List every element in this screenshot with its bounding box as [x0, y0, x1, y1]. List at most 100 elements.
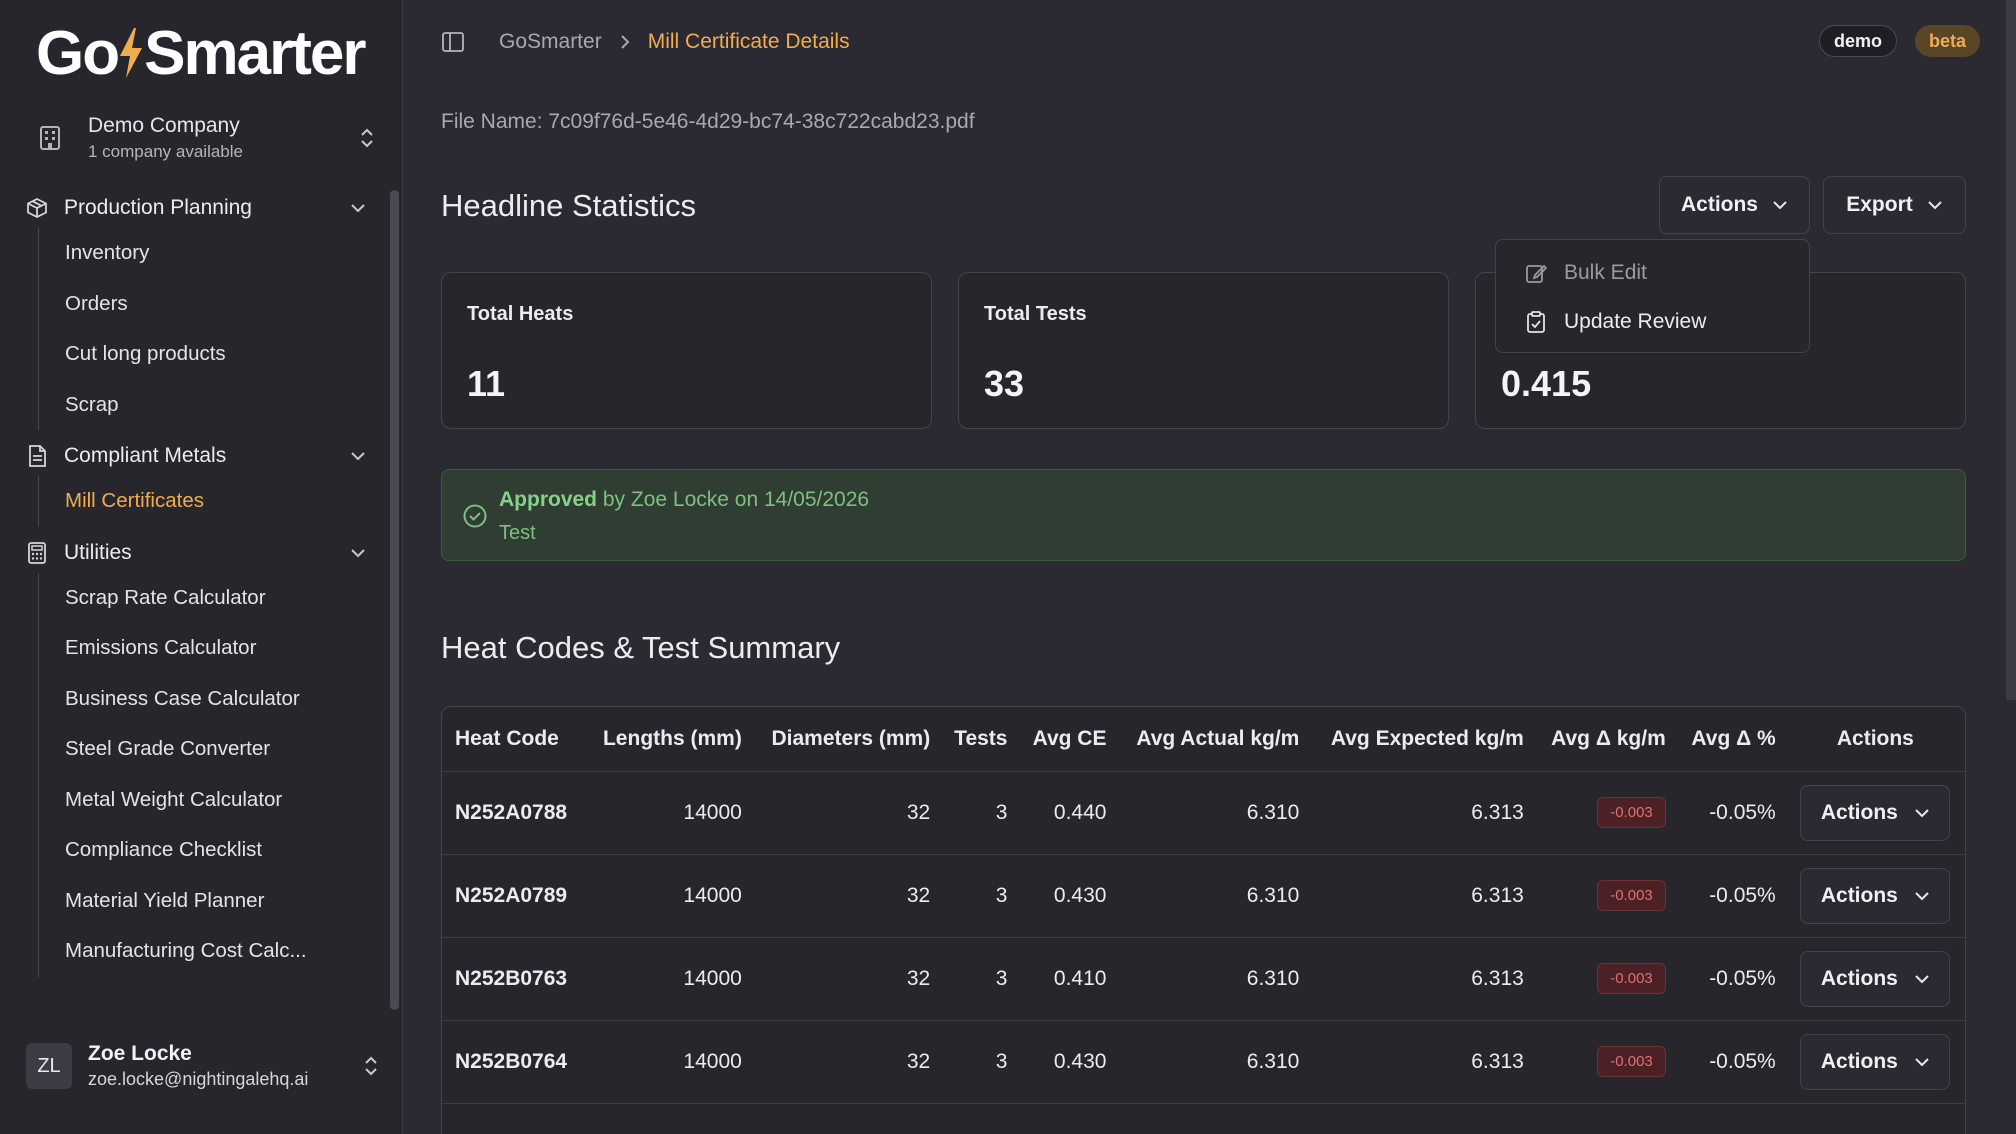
chevron-down-icon [1915, 808, 1929, 817]
breadcrumb-current: Mill Certificate Details [647, 30, 850, 53]
col-avg-ce: Avg CE [1017, 707, 1117, 772]
lightning-bolt-icon [120, 28, 143, 78]
actions-button[interactable]: Actions [1659, 176, 1810, 234]
sidebar-item-cut-long-products[interactable]: Cut long products [65, 342, 226, 366]
top-bar: GoSmarter Mill Certificate Details demo … [403, 0, 2016, 84]
menu-item-label: Bulk Edit [1564, 260, 1647, 284]
cell-diameter: 32 [751, 937, 941, 1021]
demo-badge: demo [1818, 25, 1897, 57]
sidebar-item-steel-grade-converter[interactable]: Steel Grade Converter [65, 737, 271, 761]
cell-ce: 0.430 [1017, 854, 1117, 938]
subnav-utilities: Scrap Rate Calculator Emissions Calculat… [38, 572, 378, 977]
col-heat-code: Heat Code [442, 707, 585, 772]
cell-heat-code: N252B0763 [442, 937, 585, 1021]
approval-note: Test [499, 522, 536, 544]
sidebar-scrollbar[interactable] [390, 190, 399, 1010]
stat-label: Total Heats [467, 303, 574, 325]
nav-group-label: Production Planning [64, 196, 252, 219]
cell-actions: Actions [1785, 854, 1965, 938]
sidebar-item-emissions-calculator[interactable]: Emissions Calculator [65, 636, 257, 660]
cell-diameter: 32 [751, 1020, 941, 1104]
cell-delta: -0.003 [1533, 771, 1676, 855]
col-lengths: Lengths (mm) [584, 707, 752, 772]
gosmarter-logo[interactable]: Go Smarter [36, 18, 366, 88]
document-icon [22, 444, 52, 468]
menu-item-update-review[interactable]: Update Review [1504, 297, 1801, 346]
sidebar-item-mill-certificates[interactable]: Mill Certificates [65, 489, 204, 513]
col-avg-delta-kgm: Avg Δ kg/m [1533, 707, 1676, 772]
company-switcher[interactable]: Demo Company 1 company available [22, 106, 382, 170]
nav-group-production-planning: Production Planning Inventory Orders Cut… [22, 188, 378, 430]
logo-text-smarter: Smarter [144, 18, 366, 88]
cell-pct: -0.05% [1675, 937, 1786, 1021]
nav-group-head-utilities[interactable]: Utilities [22, 533, 378, 573]
breadcrumb-root[interactable]: GoSmarter [499, 30, 602, 53]
beta-badge: beta [1914, 25, 1980, 57]
approval-detail: by Zoe Locke on 14/05/2026 [602, 488, 870, 511]
export-button[interactable]: Export [1823, 176, 1966, 234]
row-actions-label: Actions [1820, 800, 1898, 824]
company-count: 1 company available [88, 142, 243, 161]
headline-statistics-title: Headline Statistics [441, 188, 697, 223]
row-actions-label: Actions [1820, 883, 1898, 907]
table-row: N252A0789 14000 32 3 0.430 6.310 6.313 -… [442, 854, 1965, 938]
row-actions-button[interactable]: Actions [1800, 950, 1951, 1007]
sidebar-item-compliance-checklist[interactable]: Compliance Checklist [65, 838, 263, 862]
building-icon [22, 125, 78, 151]
menu-item-label: Update Review [1564, 309, 1707, 333]
cell-ce: 0.440 [1017, 771, 1117, 855]
delta-badge: -0.003 [1597, 1046, 1666, 1077]
actions-dropdown-menu: Bulk Edit Update Review [1495, 239, 1810, 353]
col-avg-expected: Avg Expected kg/m [1309, 707, 1534, 772]
cell-length: 14000 [584, 771, 752, 855]
export-button-label: Export [1846, 193, 1913, 216]
chevrons-up-down-icon[interactable] [352, 127, 382, 149]
sidebar-toggle-icon[interactable] [437, 31, 469, 53]
chevron-down-icon [338, 203, 378, 213]
cell-actions: Actions [1785, 1020, 1965, 1104]
sidebar-item-business-case-calculator[interactable]: Business Case Calculator [65, 686, 300, 710]
sidebar-item-metal-weight-calculator[interactable]: Metal Weight Calculator [65, 787, 283, 811]
cell-heat-code: N252B0764 [442, 1020, 585, 1104]
heat-codes-summary-title: Heat Codes & Test Summary [441, 630, 841, 665]
col-tests: Tests [940, 707, 1018, 772]
chevrons-up-down-icon[interactable] [356, 1055, 386, 1077]
cell-pct: -0.05% [1675, 771, 1786, 855]
table-header-row: Heat Code Lengths (mm) Diameters (mm) Te… [442, 707, 1965, 772]
cell-tests: 3 [940, 1020, 1018, 1104]
cell-heat-code: N252A0789 [442, 854, 585, 938]
subnav-compliant-metals: Mill Certificates [38, 476, 378, 527]
avatar: ZL [26, 1043, 72, 1089]
chevron-right-icon [620, 34, 630, 50]
sidebar-item-material-yield-planner[interactable]: Material Yield Planner [65, 888, 265, 912]
user-email: zoe.locke@nightingalehq.ai [88, 1069, 309, 1089]
user-menu[interactable]: ZL Zoe Locke zoe.locke@nightingalehq.ai [26, 1036, 386, 1096]
env-badges: demo beta [1818, 25, 1980, 57]
col-diameters: Diameters (mm) [751, 707, 941, 772]
sidebar-item-inventory[interactable]: Inventory [65, 241, 150, 265]
cell-expected: 6.313 [1309, 771, 1534, 855]
menu-item-bulk-edit[interactable]: Bulk Edit [1504, 248, 1801, 297]
heat-codes-table: Heat Code Lengths (mm) Diameters (mm) Te… [441, 706, 1966, 1134]
chevron-down-icon [1915, 974, 1929, 983]
cell-heat-code: N252A0788 [442, 771, 585, 855]
stat-value: 0.415 [1501, 363, 1592, 404]
main-scrollbar[interactable] [2006, 0, 2016, 700]
cell-actual: 6.310 [1116, 1020, 1310, 1104]
cell-tests: 3 [940, 854, 1018, 938]
calculator-icon [22, 541, 52, 565]
sidebar-item-orders[interactable]: Orders [65, 291, 128, 315]
sidebar-item-manufacturing-cost-calc[interactable]: Manufacturing Cost Calc... [65, 939, 307, 963]
row-actions-button[interactable]: Actions [1800, 1033, 1951, 1090]
delta-badge: -0.003 [1597, 963, 1666, 994]
sidebar-item-scrap-rate-calculator[interactable]: Scrap Rate Calculator [65, 585, 266, 609]
user-name: Zoe Locke [88, 1042, 192, 1065]
nav-group-head-compliant-metals[interactable]: Compliant Metals [22, 436, 378, 476]
stat-value: 33 [984, 363, 1025, 404]
nav-group-head-production-planning[interactable]: Production Planning [22, 188, 378, 228]
sidebar-item-scrap[interactable]: Scrap [65, 392, 119, 416]
actions-button-label: Actions [1680, 193, 1758, 216]
col-avg-delta-pct: Avg Δ % [1675, 707, 1786, 772]
row-actions-button[interactable]: Actions [1800, 867, 1951, 924]
row-actions-button[interactable]: Actions [1800, 784, 1951, 841]
